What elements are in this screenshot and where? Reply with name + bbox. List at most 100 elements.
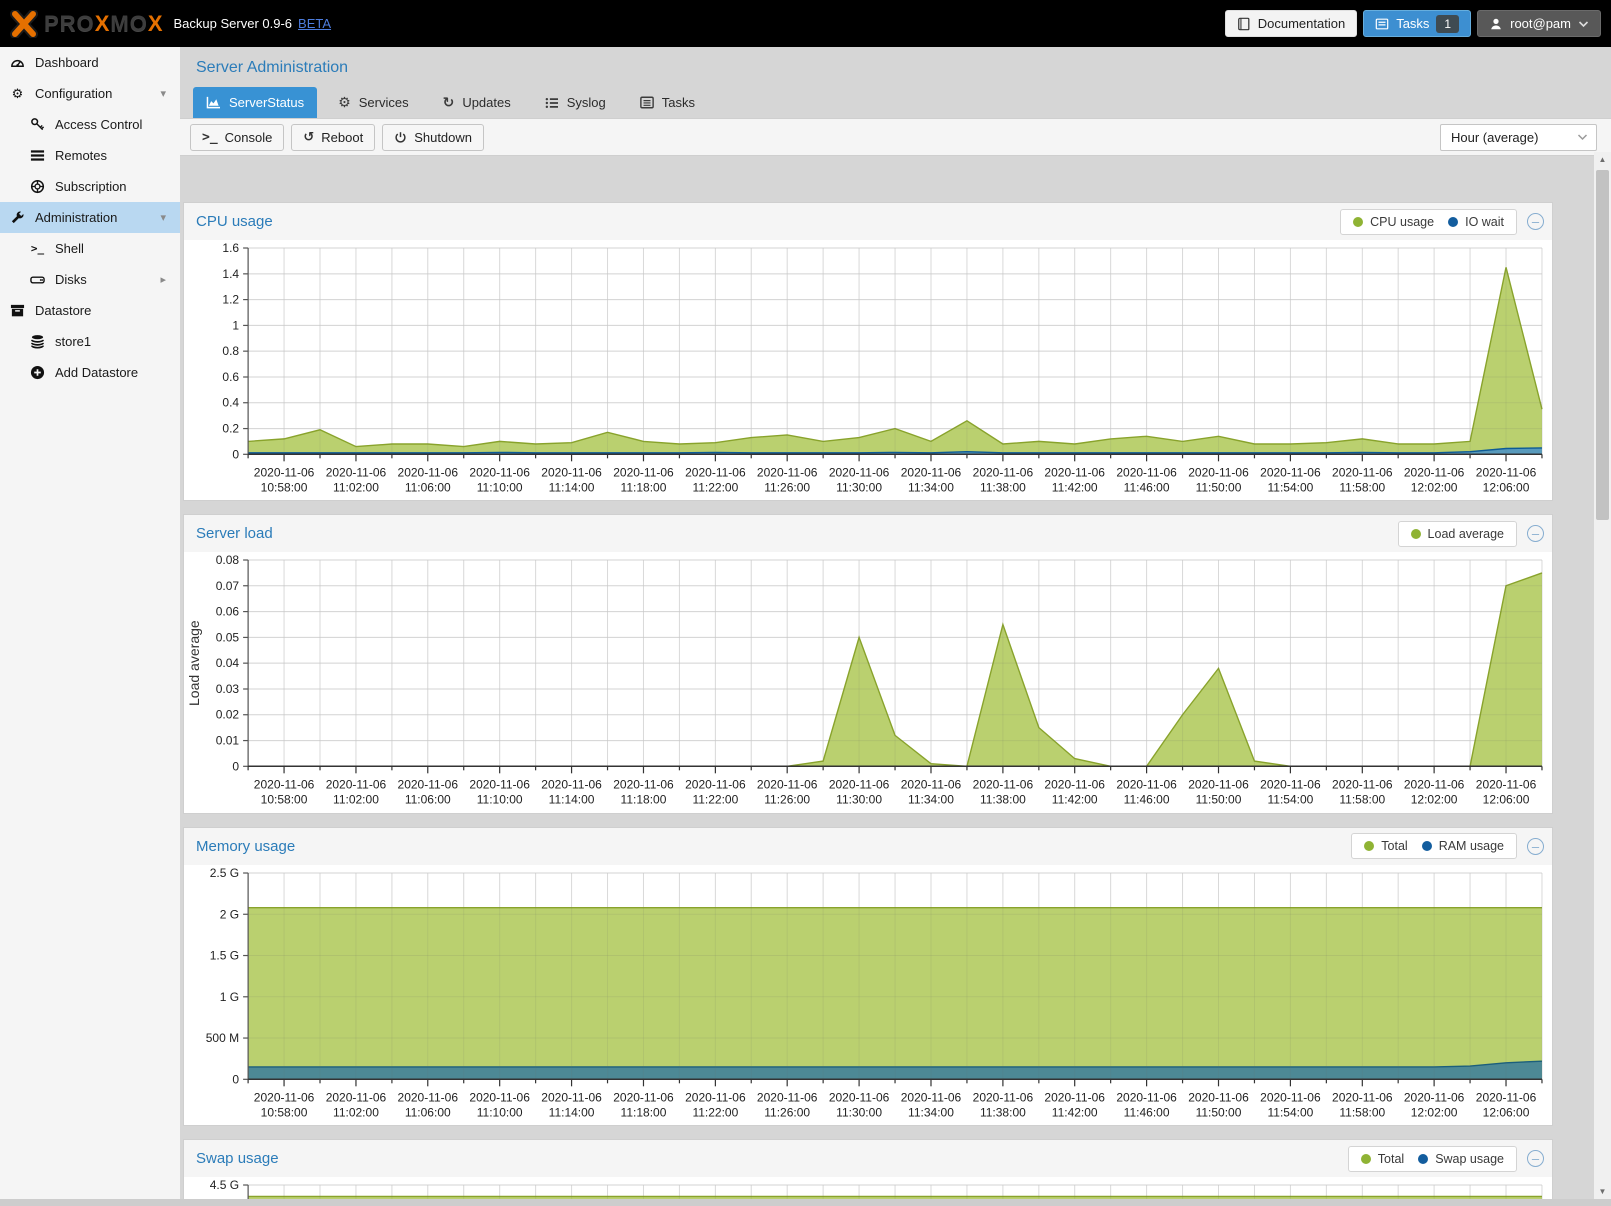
- legend-dot: [1421, 841, 1432, 852]
- panel-title: Server load: [196, 525, 273, 543]
- sidebar-item-configuration[interactable]: ⚙ Configuration ▾: [0, 78, 180, 109]
- svg-text:2020-11-06: 2020-11-06: [757, 465, 818, 479]
- sidebar-item-access-control[interactable]: Access Control: [0, 109, 180, 140]
- vertical-scrollbar[interactable]: ▲ ▼: [1594, 152, 1611, 1199]
- svg-text:2020-11-06: 2020-11-06: [469, 465, 530, 479]
- svg-text:11:58:00: 11:58:00: [1339, 1105, 1385, 1119]
- svg-text:2020-11-06: 2020-11-06: [973, 1090, 1034, 1104]
- svg-text:11:50:00: 11:50:00: [1196, 793, 1242, 807]
- svg-text:2020-11-06: 2020-11-06: [901, 465, 962, 479]
- tab-tasks[interactable]: Tasks: [627, 87, 708, 118]
- svg-text:2020-11-06: 2020-11-06: [469, 778, 530, 792]
- sidebar-item-add-datastore[interactable]: Add Datastore: [0, 357, 180, 388]
- svg-text:11:14:00: 11:14:00: [549, 793, 595, 807]
- beta-link[interactable]: BETA: [298, 16, 332, 31]
- tab-services[interactable]: ⚙ Services: [338, 94, 409, 110]
- svg-text:2020-11-06: 2020-11-06: [326, 1090, 387, 1104]
- key-icon: [29, 117, 46, 132]
- svg-text:2020-11-06: 2020-11-06: [685, 465, 746, 479]
- svg-text:2020-11-06: 2020-11-06: [901, 1090, 962, 1104]
- svg-text:2020-11-06: 2020-11-06: [1188, 465, 1249, 479]
- legend-item[interactable]: Load average: [1410, 527, 1504, 541]
- svg-text:11:18:00: 11:18:00: [621, 480, 667, 494]
- svg-text:12:02:00: 12:02:00: [1411, 793, 1458, 807]
- collapse-caret-icon[interactable]: ▾: [160, 212, 166, 224]
- svg-text:11:54:00: 11:54:00: [1267, 480, 1313, 494]
- documentation-button[interactable]: Documentation: [1224, 10, 1358, 37]
- collapse-panel-icon[interactable]: –: [1527, 1150, 1544, 1168]
- legend-item[interactable]: Total: [1360, 1152, 1404, 1166]
- legend-item[interactable]: IO wait: [1448, 215, 1504, 229]
- tab-serverstatus[interactable]: ServerStatus: [193, 87, 318, 118]
- svg-text:1 G: 1 G: [220, 990, 239, 1004]
- svg-text:0.06: 0.06: [216, 605, 240, 619]
- svg-text:12:02:00: 12:02:00: [1411, 480, 1458, 494]
- svg-text:11:10:00: 11:10:00: [477, 1105, 523, 1119]
- scrollbar-thumb[interactable]: [1596, 170, 1609, 520]
- svg-text:2020-11-06: 2020-11-06: [326, 465, 387, 479]
- svg-text:0: 0: [232, 760, 239, 774]
- list-alt-icon: [639, 96, 654, 109]
- collapse-panel-icon[interactable]: –: [1527, 525, 1544, 543]
- svg-text:2020-11-06: 2020-11-06: [1332, 778, 1393, 792]
- svg-text:11:38:00: 11:38:00: [980, 793, 1026, 807]
- svg-text:11:26:00: 11:26:00: [764, 793, 810, 807]
- legend-dot: [1360, 1153, 1371, 1164]
- legend-item[interactable]: RAM usage: [1421, 839, 1504, 853]
- gauge-icon: [9, 55, 26, 70]
- sidebar-item-store1[interactable]: store1: [0, 326, 180, 357]
- svg-text:11:26:00: 11:26:00: [764, 480, 810, 494]
- collapse-panel-icon[interactable]: –: [1527, 213, 1544, 230]
- console-button[interactable]: >_ Console: [190, 123, 285, 151]
- svg-text:11:30:00: 11:30:00: [836, 1105, 882, 1119]
- svg-text:10:58:00: 10:58:00: [261, 480, 308, 494]
- svg-text:2020-11-06: 2020-11-06: [1044, 778, 1105, 792]
- svg-text:2020-11-06: 2020-11-06: [1332, 1090, 1393, 1104]
- svg-text:1: 1: [232, 318, 239, 332]
- svg-text:11:30:00: 11:30:00: [836, 480, 882, 494]
- tab-updates[interactable]: ↻ Updates: [442, 94, 511, 110]
- svg-text:0.04: 0.04: [216, 657, 240, 671]
- sidebar-item-disks[interactable]: Disks ▸: [0, 264, 180, 295]
- legend-item[interactable]: CPU usage: [1353, 215, 1434, 229]
- reboot-button[interactable]: ↺ Reboot: [291, 123, 376, 151]
- svg-text:2020-11-06: 2020-11-06: [1260, 778, 1321, 792]
- tab-bar: ServerStatus ⚙ Services ↻ Updates Syslog…: [180, 77, 1611, 118]
- svg-text:Load average: Load average: [186, 620, 202, 706]
- sidebar-item-administration[interactable]: Administration ▾: [0, 202, 180, 233]
- svg-text:10:58:00: 10:58:00: [261, 1105, 308, 1119]
- sidebar-item-subscription[interactable]: Subscription: [0, 171, 180, 202]
- time-range-select[interactable]: Hour (average): [1440, 123, 1597, 151]
- svg-text:1.4: 1.4: [222, 267, 239, 281]
- panel-title: CPU usage: [196, 213, 273, 230]
- book-icon: [1237, 17, 1251, 31]
- tab-syslog[interactable]: Syslog: [532, 87, 619, 118]
- collapse-caret-icon[interactable]: ▾: [160, 88, 166, 100]
- svg-text:11:02:00: 11:02:00: [333, 793, 379, 807]
- scroll-up-arrow[interactable]: ▲: [1598, 155, 1607, 164]
- svg-text:2020-11-06: 2020-11-06: [829, 778, 890, 792]
- svg-text:0.03: 0.03: [216, 682, 240, 696]
- svg-text:2020-11-06: 2020-11-06: [1476, 1090, 1537, 1104]
- svg-text:1.6: 1.6: [222, 241, 239, 255]
- collapse-panel-icon[interactable]: –: [1527, 837, 1544, 855]
- scroll-down-arrow[interactable]: ▼: [1598, 1187, 1607, 1196]
- undo-icon: ↺: [303, 129, 315, 144]
- hdd-icon: [29, 272, 46, 287]
- svg-text:11:50:00: 11:50:00: [1196, 1105, 1242, 1119]
- sidebar-item-datastore[interactable]: Datastore: [0, 295, 180, 326]
- user-menu-button[interactable]: root@pam: [1477, 10, 1601, 37]
- svg-text:2020-11-06: 2020-11-06: [973, 778, 1034, 792]
- wrench-icon: [9, 210, 26, 225]
- shutdown-button[interactable]: Shutdown: [382, 123, 485, 151]
- sidebar-item-remotes[interactable]: Remotes: [0, 140, 180, 171]
- tasks-button[interactable]: Tasks 1: [1363, 10, 1472, 37]
- sidebar-item-shell[interactable]: >_ Shell: [30, 241, 84, 256]
- list-rows-icon: [29, 148, 46, 163]
- legend-item[interactable]: Total: [1364, 839, 1408, 853]
- legend-item[interactable]: Swap usage: [1418, 1152, 1504, 1166]
- sidebar-item-dashboard[interactable]: Dashboard: [0, 47, 180, 78]
- svg-text:2020-11-06: 2020-11-06: [1044, 1090, 1105, 1104]
- expand-caret-icon[interactable]: ▸: [160, 274, 166, 286]
- svg-text:0: 0: [232, 1072, 239, 1086]
